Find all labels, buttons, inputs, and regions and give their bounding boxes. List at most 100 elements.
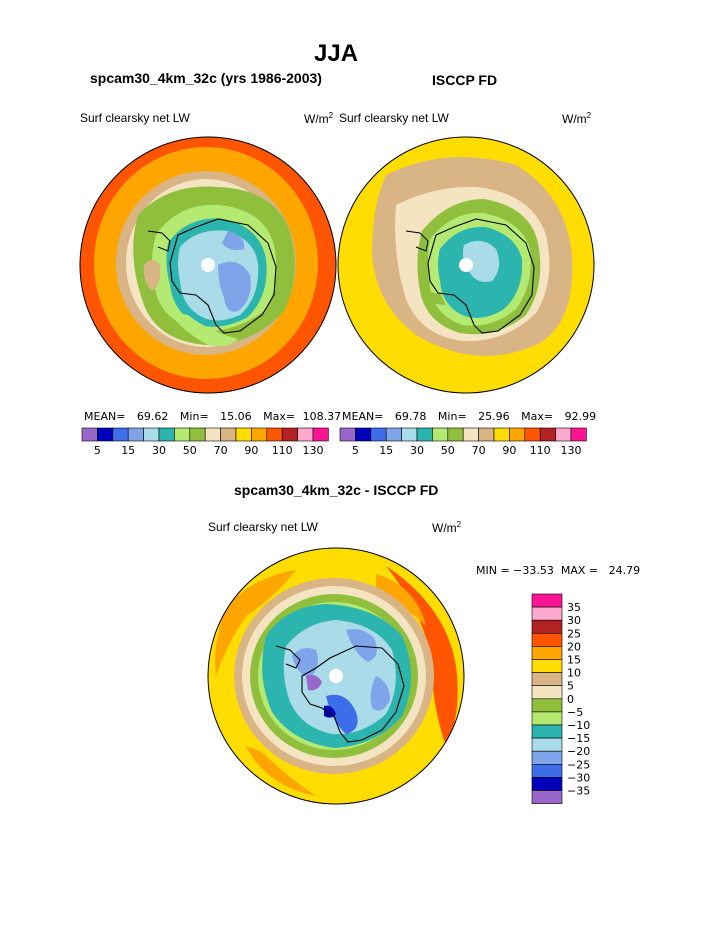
right-map-band-50b <box>422 285 446 305</box>
left-max-value: 108.37 <box>302 410 342 423</box>
diff-colorbar-swatch <box>531 737 563 752</box>
diff-colorbar-swatch <box>531 750 563 765</box>
left-pole-marker <box>201 258 215 272</box>
left-mean-label: MEAN= <box>84 410 126 423</box>
left-colorbar-swatch <box>266 427 283 442</box>
right-colorbar-tick-label: 15 <box>379 444 393 457</box>
right-colorbar-swatch <box>355 427 372 442</box>
right-min-value: 25.96 <box>478 410 510 423</box>
right-colorbar-swatch <box>401 427 418 442</box>
diff-colorbar-tick-label: −15 <box>567 732 590 745</box>
right-peninsula-coastline <box>405 230 429 252</box>
diff-minmax: MIN = −33.53 MAX = 24.79 <box>476 564 641 577</box>
right-polar-map <box>337 136 595 394</box>
diff-colorbar-swatch <box>531 698 563 713</box>
right-mean-value: 69.78 <box>394 410 427 423</box>
diff-colorbar-tick-label: −20 <box>567 745 590 758</box>
right-colorbar-swatch <box>385 427 402 442</box>
diff-colorbar-tick-label: 20 <box>567 640 581 653</box>
left-colorbar-tick-label: 130 <box>303 444 324 457</box>
right-colorbar-tick-label: 70 <box>472 444 486 457</box>
diff-colorbar-tick-label: 5 <box>567 680 574 693</box>
right-max-label: Max= <box>521 410 554 423</box>
left-panel-title: spcam30_4km_32c (yrs 1986-2003) <box>90 70 322 86</box>
left-colorbar-swatch <box>251 427 268 442</box>
right-variable-label: Surf clearsky net LW <box>339 111 449 125</box>
diff-map-band-20b <box>376 574 426 626</box>
right-colorbar-tick-label: 30 <box>410 444 424 457</box>
right-max-value: 92.99 <box>564 410 597 423</box>
diff-colorbar-tick-label: −5 <box>567 706 583 719</box>
right-colorbar-swatch <box>493 427 510 442</box>
left-map-border <box>79 136 337 394</box>
diff-colorbar-tick-label: 25 <box>567 627 581 640</box>
left-colorbar: 5 15 30 50 70 90 110 130 <box>81 427 329 457</box>
right-min-label: Min= <box>437 410 467 423</box>
left-colorbar-swatch <box>204 427 221 442</box>
diff-map-band-m30 <box>326 694 358 734</box>
diff-antarctica-coastline <box>301 645 405 743</box>
left-polar-map <box>79 136 337 394</box>
diff-colorbar-swatch <box>531 659 563 673</box>
left-variable-label: Surf clearsky net LW <box>80 111 190 125</box>
page-title: JJA <box>314 40 359 67</box>
right-map-band-25 <box>462 240 500 282</box>
left-colorbar-swatch <box>112 427 129 442</box>
diff-map-band-m40 <box>306 674 322 691</box>
left-colorbar-tick-label: 90 <box>244 444 258 457</box>
diff-pole-marker <box>329 669 343 683</box>
diff-map-band-20c <box>246 746 316 796</box>
diff-colorbar-swatch <box>531 724 563 739</box>
diff-colorbar-swatch <box>531 685 563 700</box>
left-colorbar-tick-label: 15 <box>121 444 135 457</box>
left-colorbar-swatch <box>81 427 98 442</box>
right-colorbar-tick-label: 130 <box>561 444 582 457</box>
left-antarctica-coastline <box>169 218 277 334</box>
right-colorbar-tick-label: 110 <box>530 444 551 457</box>
left-colorbar-swatch <box>158 427 175 442</box>
diff-colorbar-tick-label: 30 <box>567 614 581 627</box>
diff-colorbar-swatch <box>531 672 563 686</box>
left-colorbar-swatch <box>127 427 144 442</box>
right-units-label: W/m2 <box>562 111 592 126</box>
right-colorbar-swatch <box>339 427 356 442</box>
right-mean-label: MEAN= <box>342 410 384 423</box>
diff-colorbar-tick-label: 10 <box>567 667 581 680</box>
diff-colorbar-tick-label: −25 <box>567 758 590 771</box>
diff-colorbar-tick-label: −30 <box>567 771 590 784</box>
left-colorbar-swatch <box>281 427 298 442</box>
left-max-label: Max= <box>263 410 296 423</box>
right-colorbar-swatch <box>570 427 587 442</box>
diff-colorbar-swatch <box>531 593 563 608</box>
diff-map-band-m25c <box>370 676 390 711</box>
right-colorbar-tick-label: 50 <box>441 444 455 457</box>
left-map-band-20b <box>222 231 245 251</box>
diff-map-border <box>207 547 465 805</box>
diff-colorbar-swatch <box>531 777 563 791</box>
diff-colorbar-tick-label: 35 <box>567 601 581 614</box>
diff-colorbar-swatch <box>531 711 563 726</box>
right-colorbar-swatch <box>539 427 556 442</box>
right-colorbar-tick-label: 90 <box>502 444 516 457</box>
diff-map-band-20 <box>215 570 296 676</box>
left-peninsula-coastline <box>147 230 171 252</box>
right-colorbar-swatch <box>509 427 526 442</box>
left-colorbar-swatch <box>297 427 314 442</box>
left-colorbar-swatch <box>97 427 114 442</box>
left-min-value: 15.06 <box>220 410 252 423</box>
diff-polar-map <box>207 547 465 805</box>
left-stats: MEAN= 69.62 Min= 15.06 Max= 108.37 <box>84 410 341 423</box>
left-colorbar-swatch <box>189 427 206 442</box>
right-colorbar-swatch <box>432 427 449 442</box>
diff-map-band-m25b <box>346 629 377 662</box>
diff-colorbar-swatch <box>531 606 563 621</box>
left-units-label: W/m2 <box>304 111 334 126</box>
diff-map-band-m35 <box>324 705 336 718</box>
diff-colorbar-swatch <box>531 764 563 778</box>
left-colorbar-tick-label: 70 <box>214 444 228 457</box>
diff-colorbar-swatch <box>531 646 563 660</box>
left-colorbar-swatch <box>312 427 329 442</box>
right-antarctica-coastline <box>427 218 535 334</box>
diff-colorbar-swatch <box>531 790 563 804</box>
